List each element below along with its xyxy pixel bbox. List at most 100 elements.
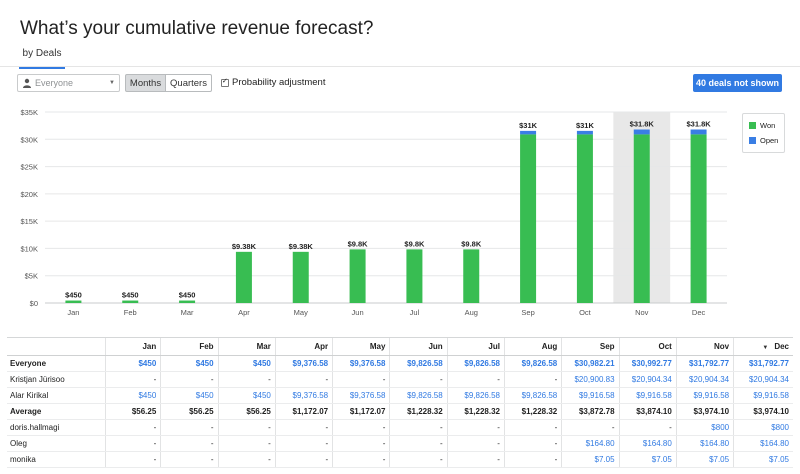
table-cell[interactable]: $9,376.58 [274, 355, 333, 372]
legend-item-open[interactable]: Open [749, 136, 778, 145]
bar-data-label: $31.8K [686, 120, 711, 129]
table-cell[interactable]: $20,904.34 [618, 371, 677, 388]
table-cell[interactable]: $800 [733, 419, 793, 436]
x-tick-label: Aug [465, 308, 478, 317]
table-cell[interactable]: $800 [675, 419, 734, 436]
table-cell[interactable]: $164.80 [733, 435, 793, 452]
table-cell[interactable]: $9,916.58 [561, 387, 620, 404]
column-header-jan[interactable]: Jan [104, 338, 161, 356]
table-cell[interactable]: $9,376.58 [274, 387, 333, 404]
table-row: Everyone $450 $450 $450 $9,376.58 $9,376.58 $9… [7, 355, 793, 372]
table-cell: - [274, 435, 333, 452]
table-cell[interactable]: $20,904.34 [733, 371, 793, 388]
bar-open[interactable] [520, 130, 537, 135]
table-cell[interactable]: $30,982.21 [561, 355, 620, 372]
table-cell[interactable]: $9,916.58 [618, 387, 677, 404]
table-cell[interactable]: $20,900.83 [561, 371, 620, 388]
user-filter-select[interactable]: Everyone ▼ [17, 74, 120, 92]
table-cell[interactable]: $7.05 [675, 451, 734, 468]
table-cell[interactable]: $7.05 [561, 451, 620, 468]
column-header-name [7, 338, 106, 356]
column-header-mar[interactable]: Mar [217, 338, 276, 356]
table-cell: - [104, 419, 161, 436]
column-header-label: Dec [774, 341, 789, 351]
quarters-toggle-button[interactable]: Quarters [165, 74, 212, 92]
table-cell: $1,172.07 [274, 403, 333, 420]
bar-open[interactable] [633, 129, 650, 135]
table-cell[interactable]: $9,376.58 [332, 387, 390, 404]
table-cell[interactable]: $9,826.58 [389, 355, 448, 372]
table-cell[interactable]: $9,826.58 [503, 387, 562, 404]
bar-won[interactable] [349, 249, 366, 303]
chevron-down-icon: ▼ [109, 80, 115, 86]
column-header-jun[interactable]: Jun [389, 338, 448, 356]
table-cell: $1,228.32 [446, 403, 505, 420]
table-cell[interactable]: $164.80 [675, 435, 734, 452]
table-cell[interactable]: $9,916.58 [675, 387, 734, 404]
bar-won[interactable] [179, 300, 196, 303]
table-cell[interactable]: $450 [217, 387, 276, 404]
column-header-apr[interactable]: Apr [274, 338, 333, 356]
column-header-label: Feb [199, 341, 214, 351]
bar-won[interactable] [576, 134, 593, 303]
row-name: doris.hallmagi [7, 419, 106, 436]
table-cell[interactable]: $450 [160, 355, 219, 372]
months-toggle-button[interactable]: Months [125, 74, 166, 92]
bar-won[interactable] [520, 134, 537, 303]
table-cell: - [389, 371, 448, 388]
bar-won[interactable] [65, 300, 82, 303]
table-cell[interactable]: $9,376.58 [332, 355, 390, 372]
y-tick-label: $10K [20, 244, 38, 253]
probability-adjustment-toggle[interactable]: Probability adjustment [221, 77, 325, 88]
table-cell[interactable]: $164.80 [561, 435, 620, 452]
table-cell[interactable]: $450 [104, 387, 161, 404]
bar-won[interactable] [633, 134, 650, 303]
table-cell: $56.25 [160, 403, 219, 420]
legend-item-won[interactable]: Won [749, 121, 775, 130]
bar-won[interactable] [463, 249, 480, 303]
column-header-dec[interactable]: ▼ Dec [733, 338, 793, 356]
table-cell[interactable]: $450 [104, 355, 161, 372]
table-cell[interactable]: $9,826.58 [503, 355, 562, 372]
table-cell[interactable]: $450 [217, 355, 276, 372]
table-cell[interactable]: $450 [160, 387, 219, 404]
bar-won[interactable] [292, 251, 309, 303]
column-header-aug[interactable]: Aug [503, 338, 562, 356]
column-header-nov[interactable]: Nov [675, 338, 734, 356]
forecast-table: Jan Feb Mar Apr May Jun Jul Aug Sep Oct Nov ▼ Dec Ev… [7, 337, 793, 468]
column-header-oct[interactable]: Oct [618, 338, 677, 356]
column-header-label: Mar [256, 341, 271, 351]
x-tick-label: Feb [124, 308, 137, 317]
table-cell[interactable]: $9,826.58 [446, 387, 505, 404]
table-cell[interactable]: $9,826.58 [389, 387, 448, 404]
bar-open[interactable] [690, 129, 707, 135]
probability-checkbox[interactable] [221, 77, 229, 87]
bar-won[interactable] [690, 134, 707, 303]
table-cell[interactable]: $9,916.58 [733, 387, 793, 404]
column-header-sep[interactable]: Sep [561, 338, 620, 356]
bar-won[interactable] [235, 251, 252, 303]
column-header-label: Apr [314, 341, 329, 351]
bar-data-label: $9.38K [232, 242, 257, 251]
column-header-label: May [369, 341, 386, 351]
column-header-may[interactable]: May [332, 338, 390, 356]
open-swatch [749, 137, 756, 144]
table-cell[interactable]: $164.80 [618, 435, 677, 452]
table-cell: - [561, 419, 620, 436]
bar-open[interactable] [576, 130, 593, 135]
deals-not-shown-button[interactable]: 40 deals not shown [693, 74, 782, 92]
table-cell[interactable]: $31,792.77 [675, 355, 734, 372]
table-cell: $56.25 [217, 403, 276, 420]
table-cell[interactable]: $30,992.77 [618, 355, 677, 372]
tab-by-deals[interactable]: by Deals [19, 48, 65, 69]
table-cell: - [503, 451, 562, 468]
table-cell[interactable]: $7.05 [618, 451, 677, 468]
table-cell[interactable]: $9,826.58 [446, 355, 505, 372]
bar-won[interactable] [406, 249, 423, 303]
table-cell[interactable]: $31,792.77 [733, 355, 793, 372]
table-cell[interactable]: $20,904.34 [675, 371, 734, 388]
column-header-jul[interactable]: Jul [446, 338, 505, 356]
table-cell[interactable]: $7.05 [733, 451, 793, 468]
bar-won[interactable] [122, 300, 139, 303]
column-header-feb[interactable]: Feb [160, 338, 219, 356]
